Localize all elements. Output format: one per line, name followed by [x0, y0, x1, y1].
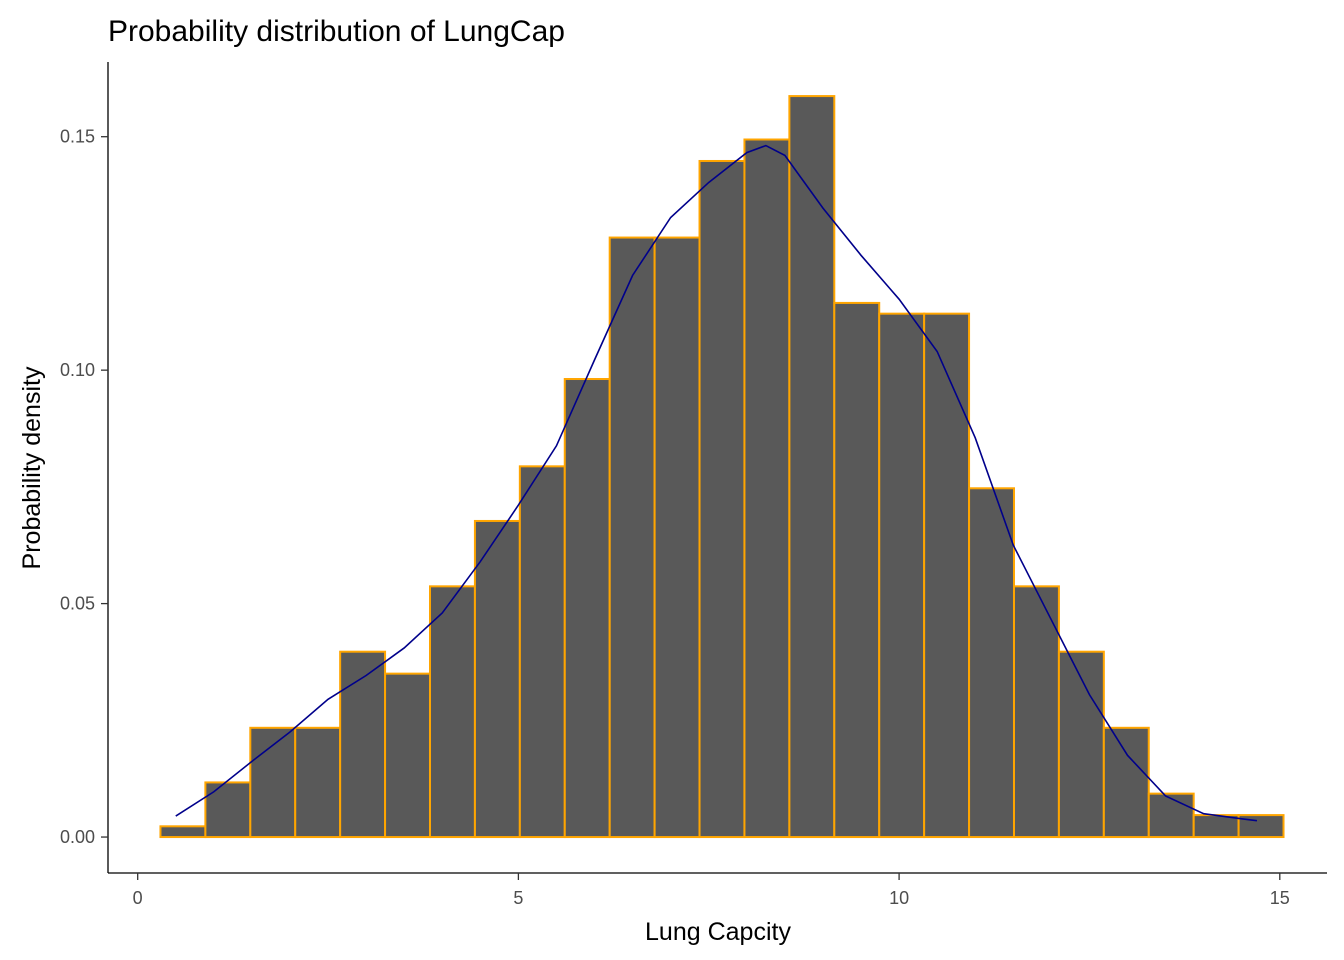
histogram-bar	[878, 312, 926, 839]
histogram-bar	[1192, 814, 1240, 839]
y-tick-label: 0.00	[60, 827, 95, 847]
histogram-bar	[698, 159, 746, 839]
histogram-bar	[743, 138, 791, 839]
x-tick-label: 10	[889, 888, 909, 908]
histogram-bar	[204, 781, 252, 839]
histogram-bar	[833, 301, 881, 839]
histogram-bar	[339, 650, 387, 839]
x-tick-label: 5	[513, 888, 523, 908]
histogram-bar	[968, 487, 1015, 839]
y-axis-title: Probability density	[18, 366, 46, 569]
histogram-bar	[788, 95, 836, 839]
histogram-bar	[1102, 726, 1150, 839]
x-axis-title: Lung Capcity	[645, 918, 791, 946]
histogram-bar	[518, 465, 566, 839]
histogram-bar	[473, 519, 521, 839]
y-axis-ticks: 0.00 0.05 0.10 0.15	[60, 127, 108, 847]
histogram-bar	[563, 378, 611, 839]
histogram-bar	[653, 236, 701, 839]
density-curve	[175, 144, 1258, 822]
x-tick-label: 15	[1270, 888, 1290, 908]
chart-title: Probability distribution of LungCap	[108, 15, 565, 48]
histogram-bar	[1237, 814, 1285, 839]
y-tick-label: 0.05	[60, 594, 95, 614]
histogram-bar	[608, 236, 656, 839]
y-tick-label: 0.15	[60, 127, 95, 147]
x-axis-ticks: 0 5 10 15	[133, 873, 1290, 908]
histogram-bar	[429, 585, 476, 839]
histogram-bar	[294, 726, 342, 839]
x-tick-label: 0	[133, 888, 143, 908]
histogram-bar	[1012, 585, 1060, 839]
histogram-bars	[159, 95, 1285, 839]
histogram-bar	[923, 312, 971, 839]
histogram-bar	[159, 825, 207, 839]
histogram-bar	[1147, 792, 1195, 839]
histogram-bar	[1057, 650, 1105, 839]
histogram-bar	[384, 672, 431, 839]
y-tick-label: 0.10	[60, 360, 95, 380]
histogram-bar	[249, 726, 297, 839]
